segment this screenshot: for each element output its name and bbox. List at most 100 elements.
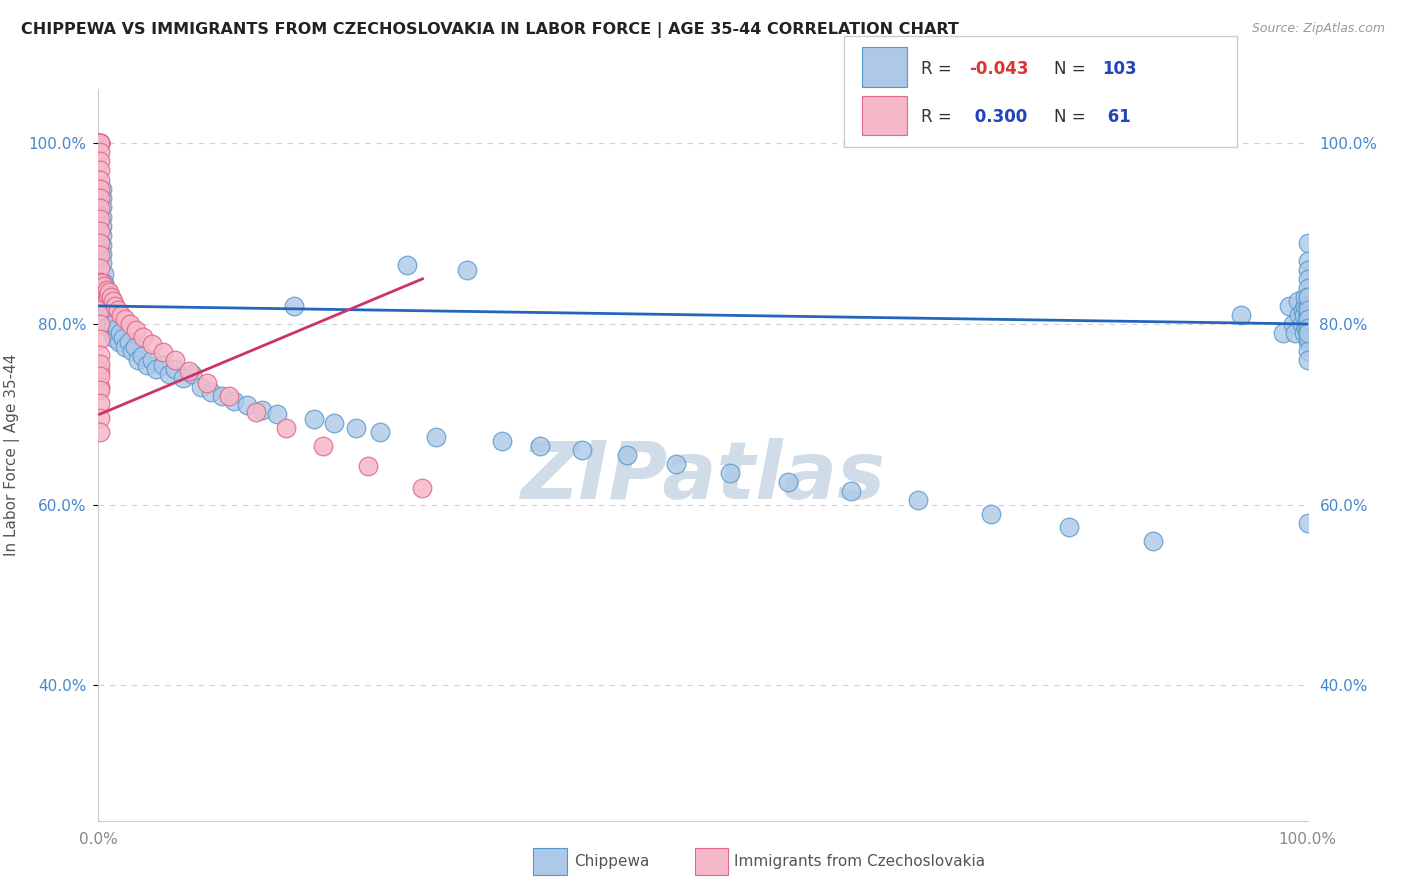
- Point: [89, 136, 111, 151]
- Point: [1296, 290, 1319, 304]
- Point: [1296, 281, 1319, 295]
- Point: [1296, 253, 1319, 268]
- Point: [839, 483, 862, 498]
- Point: [302, 412, 325, 426]
- Point: [98, 317, 121, 331]
- Text: -0.043: -0.043: [969, 60, 1028, 78]
- Point: [91, 228, 114, 243]
- Point: [1296, 326, 1319, 340]
- Text: Chippewa: Chippewa: [574, 855, 650, 869]
- Point: [89, 190, 111, 204]
- Point: [323, 417, 346, 431]
- Point: [89, 317, 111, 331]
- Point: [89, 235, 111, 250]
- Point: [89, 202, 111, 216]
- Point: [1296, 317, 1319, 331]
- Point: [425, 430, 447, 444]
- Text: ZIPatlas: ZIPatlas: [520, 438, 886, 516]
- Point: [312, 439, 335, 453]
- Point: [1286, 294, 1309, 309]
- Point: [111, 330, 134, 344]
- Point: [131, 349, 153, 363]
- Text: CHIPPEWA VS IMMIGRANTS FROM CZECHOSLOVAKIA IN LABOR FORCE | AGE 35-44 CORRELATIO: CHIPPEWA VS IMMIGRANTS FROM CZECHOSLOVAK…: [21, 22, 959, 38]
- Point: [89, 163, 111, 178]
- Point: [89, 145, 111, 160]
- Point: [145, 362, 167, 376]
- Point: [96, 303, 118, 318]
- Point: [91, 255, 114, 269]
- Point: [1296, 299, 1319, 313]
- Point: [91, 277, 114, 291]
- Point: [395, 258, 418, 272]
- Text: 103: 103: [1102, 60, 1137, 78]
- Point: [1059, 520, 1081, 534]
- Point: [1296, 326, 1319, 340]
- Point: [1142, 533, 1164, 548]
- Point: [1292, 326, 1315, 340]
- Point: [1294, 290, 1316, 304]
- Text: 61: 61: [1102, 108, 1130, 126]
- Point: [96, 283, 118, 297]
- Point: [89, 136, 111, 151]
- Point: [101, 317, 124, 331]
- Point: [141, 336, 163, 351]
- Point: [179, 364, 201, 378]
- Point: [89, 275, 111, 289]
- Point: [91, 283, 114, 297]
- Point: [91, 246, 114, 260]
- Point: [152, 358, 174, 372]
- Point: [1278, 299, 1301, 313]
- Point: [980, 507, 1002, 521]
- Point: [91, 211, 114, 225]
- Point: [89, 154, 111, 169]
- Point: [91, 219, 114, 234]
- Point: [100, 308, 122, 322]
- Point: [776, 475, 799, 489]
- Text: N =: N =: [1054, 60, 1091, 78]
- Point: [114, 340, 136, 354]
- Point: [89, 136, 111, 151]
- Point: [718, 466, 741, 480]
- Point: [236, 398, 259, 412]
- Point: [93, 285, 115, 300]
- Point: [114, 312, 136, 326]
- Point: [141, 353, 163, 368]
- Point: [108, 326, 131, 340]
- Point: [1296, 308, 1319, 322]
- Point: [89, 348, 111, 362]
- Point: [100, 326, 122, 340]
- Point: [101, 294, 124, 309]
- Point: [1296, 516, 1319, 530]
- Point: [89, 357, 111, 371]
- Point: [93, 277, 115, 291]
- Point: [98, 285, 121, 300]
- Point: [157, 367, 180, 381]
- Point: [1291, 317, 1313, 331]
- Point: [529, 439, 551, 453]
- Text: 0.300: 0.300: [969, 108, 1026, 126]
- Point: [89, 136, 111, 151]
- Point: [571, 443, 593, 458]
- Point: [163, 362, 186, 376]
- Point: [110, 308, 132, 322]
- Point: [118, 317, 141, 331]
- Point: [91, 200, 114, 214]
- Point: [1296, 344, 1319, 359]
- Point: [89, 369, 111, 384]
- Point: [89, 302, 111, 317]
- Point: [222, 393, 245, 408]
- Point: [89, 396, 111, 410]
- Point: [1230, 308, 1253, 322]
- Point: [1295, 321, 1317, 335]
- Point: [103, 330, 125, 344]
- Point: [135, 358, 157, 372]
- Text: N =: N =: [1054, 108, 1091, 126]
- Point: [1296, 235, 1319, 250]
- Point: [100, 290, 122, 304]
- Point: [121, 344, 143, 359]
- Point: [91, 190, 114, 204]
- Point: [89, 410, 111, 425]
- Point: [1292, 308, 1315, 322]
- Point: [89, 380, 111, 394]
- Point: [1294, 299, 1316, 313]
